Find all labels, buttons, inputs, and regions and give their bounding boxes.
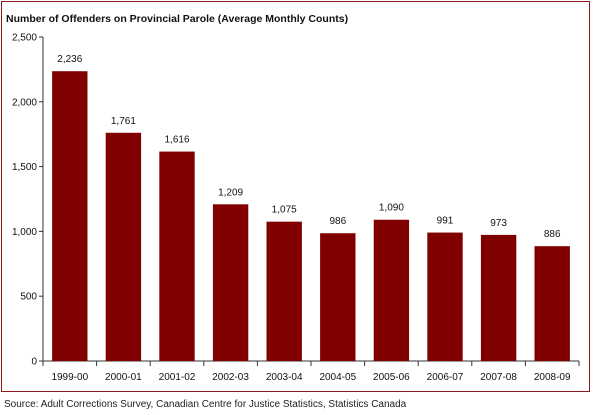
y-tick-label: 2,000 bbox=[12, 97, 37, 108]
bar bbox=[212, 204, 249, 361]
y-tick-label: 0 bbox=[31, 357, 37, 368]
x-tick-label: 2003-04 bbox=[266, 372, 303, 383]
y-tick-label: 1,500 bbox=[12, 162, 37, 173]
x-tick-label: 2001-02 bbox=[159, 372, 196, 383]
bar bbox=[266, 221, 302, 361]
y-tick-label: 2,500 bbox=[12, 33, 37, 44]
bar bbox=[320, 233, 356, 361]
bar bbox=[105, 132, 142, 361]
chart-frame: Number of Offenders on Provincial Parole… bbox=[1, 1, 590, 392]
x-tick-label: 2004-05 bbox=[319, 372, 356, 383]
source-note: Source: Adult Corrections Survey, Canadi… bbox=[4, 399, 407, 410]
y-tick-label: 1,000 bbox=[12, 227, 37, 238]
bars: 2,236 1,761 1,616 1,209 1,075 986 1,090 991 973 8… bbox=[52, 54, 570, 361]
x-tick-label: 2000-01 bbox=[105, 372, 142, 383]
data-label: 1,209 bbox=[218, 187, 243, 198]
bar bbox=[159, 151, 195, 361]
bar bbox=[480, 234, 517, 361]
data-label: 886 bbox=[544, 229, 561, 240]
bar bbox=[373, 219, 410, 361]
data-label: 1,616 bbox=[164, 135, 189, 146]
data-label: 991 bbox=[437, 216, 454, 227]
x-tick-label: 1999-00 bbox=[51, 372, 88, 383]
bar bbox=[534, 246, 570, 361]
data-label: 1,761 bbox=[111, 116, 136, 127]
x-tick-label: 2007-08 bbox=[480, 372, 517, 383]
x-axis: 1999-00 2000-01 2001-02 2002-03 2003-04 2004-… bbox=[42, 360, 580, 383]
data-label: 2,236 bbox=[57, 54, 82, 65]
data-label: 986 bbox=[329, 216, 346, 227]
y-tick-label: 500 bbox=[20, 292, 37, 303]
x-tick-label: 2002-03 bbox=[212, 372, 249, 383]
x-tick-label: 2008-09 bbox=[534, 372, 571, 383]
chart-title: Number of Offenders on Provincial Parole… bbox=[6, 13, 348, 25]
x-tick-label: 2006-07 bbox=[427, 372, 464, 383]
data-label: 1,090 bbox=[379, 203, 404, 214]
bar bbox=[52, 71, 88, 361]
data-label: 1,075 bbox=[272, 205, 297, 216]
bar bbox=[427, 232, 463, 361]
x-tick-label: 2005-06 bbox=[373, 372, 410, 383]
data-label: 973 bbox=[490, 218, 507, 229]
bar-chart: Number of Offenders on Provincial Parole… bbox=[6, 13, 580, 383]
y-axis: 0 500 1,000 1,500 2,000 2,500 bbox=[12, 33, 44, 368]
